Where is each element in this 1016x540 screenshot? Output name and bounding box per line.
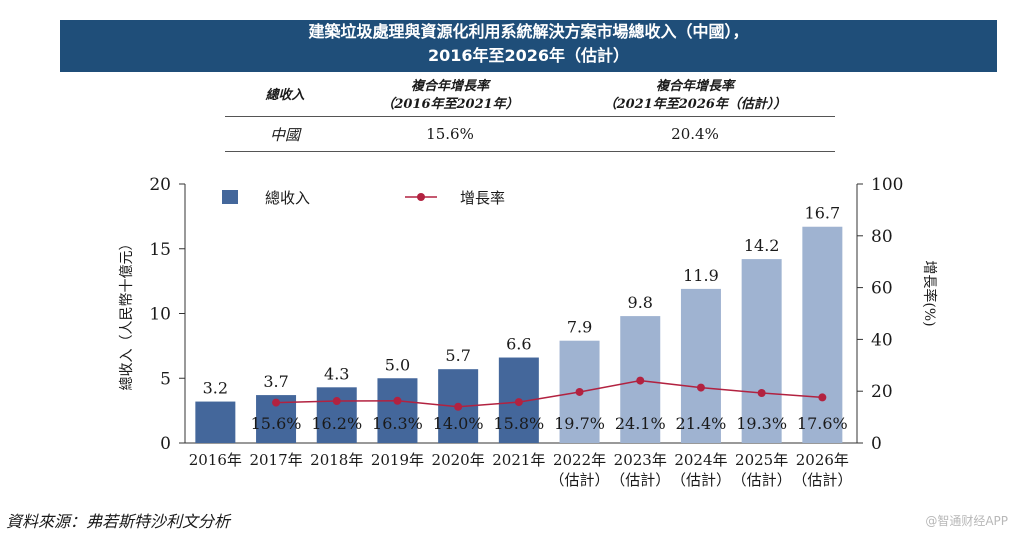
- bar-value-label: 6.6: [506, 335, 531, 354]
- x-tick-label: （估計）: [792, 471, 852, 489]
- cagr-header-revenue: 總收入: [265, 88, 305, 103]
- growth-rate-point: [696, 383, 705, 392]
- y-tick-label-right: 100: [871, 175, 903, 195]
- cagr-row-forecast-value: 20.4%: [671, 125, 719, 143]
- watermark: @智通财经APP: [925, 514, 1008, 528]
- growth-rate-point: [514, 398, 523, 407]
- x-tick-label: （估計）: [610, 471, 670, 489]
- bar: [802, 226, 843, 443]
- growth-rate-label: 17.6%: [797, 414, 848, 433]
- bar-value-label: 3.7: [263, 372, 288, 391]
- y-tick-label-left: 0: [160, 434, 171, 454]
- y-axis-title-right: 增長率(%): [921, 260, 938, 326]
- y-tick-label-right: 20: [871, 382, 893, 402]
- growth-rate-label: 24.1%: [615, 414, 666, 433]
- growth-rate-point: [757, 389, 766, 398]
- x-tick-label: 2025年: [735, 451, 788, 469]
- bar-value-label: 5.7: [445, 346, 470, 365]
- x-tick-label: 2017年: [249, 451, 302, 469]
- cagr-header-forecast-line1: 複合年增長率: [655, 79, 734, 94]
- chart-title-line2: 2016年至2026年（估計）: [427, 46, 630, 65]
- growth-rate-label: 19.7%: [554, 414, 605, 433]
- cagr-row-hist-value: 15.6%: [426, 125, 474, 143]
- growth-rate-point: [393, 396, 402, 405]
- growth-rate-point: [272, 398, 281, 407]
- x-tick-label: （估計）: [550, 471, 610, 489]
- cagr-row-label: 中國: [269, 125, 300, 144]
- x-tick-label: 2022年: [553, 451, 606, 469]
- bar: [741, 259, 782, 443]
- bar-value-label: 5.0: [385, 355, 410, 374]
- cagr-table-row: 中國 15.6% 20.4%: [225, 117, 835, 152]
- y-tick-label-left: 10: [149, 305, 171, 325]
- y-tick-label-right: 80: [871, 227, 893, 247]
- bar-value-label: 7.9: [567, 318, 592, 337]
- x-tick-label: 2016年: [189, 451, 242, 469]
- growth-rate-point: [454, 402, 463, 411]
- chart-title-line1: 建築垃圾處理與資源化利用系統解決方案市場總收入（中國），: [308, 22, 749, 41]
- bar: [377, 378, 418, 443]
- bar-value-label: 14.2: [744, 236, 780, 255]
- y-tick-label-right: 60: [871, 279, 893, 299]
- y-axis-title-left: 總收入（人民幣十億元）: [118, 237, 135, 391]
- bar-value-label: 9.8: [628, 293, 653, 312]
- bar: [195, 401, 236, 443]
- growth-rate-label: 19.3%: [736, 414, 787, 433]
- source-note: 資料來源：弗若斯特沙利文分析: [6, 512, 231, 531]
- revenue-growth-chart: 0 5 10 15 20 0 20 40 60 80 100 總收入（人民幣十億元） 增長率(%) 3.2…: [118, 175, 938, 489]
- legend-bar-label: 總收入: [265, 189, 310, 207]
- legend-bar-swatch: [222, 190, 238, 204]
- x-tick-label: （估計）: [732, 471, 792, 489]
- y-tick-label-right: 40: [871, 330, 893, 350]
- cagr-table-header: 總收入 複合年增長率 （2016年至2021年） 複合年增長率 （2021年至2…: [225, 76, 835, 117]
- growth-rate-label: 15.8%: [493, 414, 544, 433]
- cagr-header-hist-line1: 複合年增長率: [410, 79, 489, 94]
- growth-rate-label: 15.6%: [251, 414, 302, 433]
- legend-line-label: 增長率: [460, 189, 505, 207]
- cagr-header-hist-line2: （2016年至2021年）: [381, 97, 519, 112]
- growth-rate-point: [575, 387, 584, 396]
- growth-rate-label: 21.4%: [676, 414, 727, 433]
- x-tick-label: 2026年: [796, 451, 849, 469]
- cagr-header-forecast-line2: （2021年至2026年（估計））: [603, 97, 787, 112]
- growth-rate-point: [636, 376, 645, 385]
- cagr-table: 總收入 複合年增長率 （2016年至2021年） 複合年增長率 （2021年至2…: [225, 76, 835, 152]
- growth-rate-point: [332, 397, 341, 406]
- x-tick-label: 2019年: [371, 451, 424, 469]
- x-tick-label: 2021年: [492, 451, 545, 469]
- bar-value-label: 11.9: [683, 266, 719, 285]
- x-tick-label: 2023年: [614, 451, 667, 469]
- growth-rate-line: [276, 379, 823, 408]
- y-tick-label-left: 15: [149, 240, 171, 260]
- bar-value-label: 3.2: [203, 379, 228, 398]
- bar-value-label: 4.3: [324, 364, 349, 383]
- bar-value-label: 16.7: [805, 204, 841, 223]
- x-tick-label: （估計）: [671, 471, 731, 489]
- cagr-header-forecast: 複合年增長率 （2021年至2026年（估計））: [555, 76, 835, 116]
- bar: [316, 387, 357, 443]
- growth-rate-label: 16.3%: [372, 414, 423, 433]
- y-tick-label-right: 0: [871, 434, 882, 454]
- y-tick-label-left: 20: [149, 175, 171, 195]
- growth-rate-label: 16.2%: [311, 414, 362, 433]
- x-tick-label: 2018年: [310, 451, 363, 469]
- y-tick-label-left: 5: [160, 369, 171, 389]
- bar: [680, 288, 721, 443]
- growth-rate-point: [818, 393, 827, 402]
- x-tick-label: 2020年: [432, 451, 485, 469]
- growth-rate-label: 14.0%: [433, 414, 484, 433]
- chart-title-banner: 建築垃圾處理與資源化利用系統解決方案市場總收入（中國）， 2016年至2026年…: [60, 20, 997, 72]
- x-tick-label: 2024年: [674, 451, 727, 469]
- cagr-header-hist: 複合年增長率 （2016年至2021年）: [345, 76, 555, 116]
- legend-line-marker: [417, 193, 425, 201]
